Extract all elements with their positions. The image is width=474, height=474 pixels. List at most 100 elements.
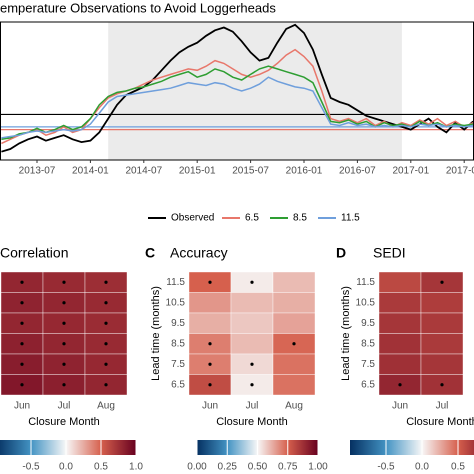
heat-cell (272, 292, 316, 314)
colorbar-tick-label: 0.00 (187, 462, 207, 473)
heat-cell (272, 374, 316, 396)
y-tick-label: 9.5 (171, 318, 185, 329)
y-tick-label: 8.5 (171, 338, 185, 349)
heat-cell (420, 312, 464, 334)
colorbar (350, 440, 474, 455)
panel-title: Accuracy (170, 245, 228, 261)
x-axis-label: Closure Month (28, 416, 100, 428)
x-tick-label: Aug (285, 401, 303, 412)
significance-dot (62, 301, 66, 305)
series-line (1, 76, 474, 139)
y-tick-label: 11.5 (166, 277, 185, 288)
x-tick-label: Jun (202, 401, 218, 412)
significance-dot (20, 321, 24, 325)
significance-dot (20, 362, 24, 366)
significance-dot (62, 362, 66, 366)
colorbar-tick-label: 0.0 (59, 462, 73, 473)
series-line (1, 65, 474, 141)
x-tick-label: 2015-01 (179, 166, 216, 177)
y-axis-label: Lead time (months) (340, 286, 352, 381)
significance-dot (104, 383, 108, 387)
x-axis-label: Closure Month (406, 416, 474, 428)
heat-cell (272, 312, 316, 334)
significance-dot (440, 280, 444, 284)
y-tick-label: 10.5 (166, 297, 186, 308)
significance-dot (62, 342, 66, 346)
colorbar-tick-label: 0.75 (278, 462, 298, 473)
x-tick-label: Jun (14, 401, 30, 412)
y-tick-label: 8.5 (361, 338, 375, 349)
heat-cell (420, 353, 464, 375)
x-axis-label: Closure Month (216, 416, 288, 428)
x-tick-label: Jul (436, 401, 449, 412)
significance-dot (208, 280, 212, 284)
y-tick-label: 6.5 (171, 379, 185, 390)
heat-cell (420, 292, 464, 314)
significance-dot (20, 301, 24, 305)
y-tick-label: 6.5 (361, 379, 375, 390)
panel-title: SEDI (373, 245, 406, 261)
x-tick-label: 2016-07 (339, 166, 376, 177)
y-tick-label: 7.5 (361, 359, 375, 370)
y-axis-label: Lead time (months) (150, 286, 162, 381)
significance-dot (250, 280, 254, 284)
significance-dot (20, 383, 24, 387)
significance-dot (62, 321, 66, 325)
significance-dot (104, 342, 108, 346)
significance-dot (62, 280, 66, 284)
panel-letter: D (336, 245, 346, 261)
panel-title: Correlation (0, 245, 68, 261)
colorbar-tick-label: 0.5 (451, 462, 465, 473)
significance-dot (250, 362, 254, 366)
heat-cell (272, 353, 316, 375)
legend-label: Observed (171, 213, 214, 224)
significance-dot (104, 321, 108, 325)
y-tick-label: 7.5 (171, 359, 185, 370)
y-tick-label: 9.5 (361, 318, 375, 329)
panel-letter: C (145, 245, 155, 261)
significance-dot (20, 280, 24, 284)
significance-dot (208, 362, 212, 366)
colorbar-tick-label: -0.5 (377, 462, 395, 473)
significance-dot (208, 342, 212, 346)
significance-dot (62, 383, 66, 387)
colorbar (0, 440, 136, 455)
heat-cell (378, 333, 422, 355)
significance-dot (292, 342, 296, 346)
colorbar-tick-label: 1.00 (308, 462, 328, 473)
colorbar-tick-label: -0.5 (22, 462, 40, 473)
heat-cell (378, 312, 422, 334)
x-tick-label: Aug (97, 401, 115, 412)
x-tick-label: 2015-07 (232, 166, 269, 177)
significance-dot (104, 280, 108, 284)
colorbar-tick-label: 0.50 (248, 462, 268, 473)
legend-label: 8.5 (293, 213, 307, 224)
significance-dot (440, 383, 444, 387)
heat-cell (272, 271, 316, 293)
heat-cell (230, 292, 274, 314)
x-tick-label: Jun (392, 401, 408, 412)
colorbar-tick-label: 1.0 (129, 462, 143, 473)
significance-dot (398, 383, 402, 387)
heat-cell (378, 292, 422, 314)
x-tick-label: 2014-01 (72, 166, 109, 177)
x-tick-label: Jul (246, 401, 259, 412)
significance-dot (104, 362, 108, 366)
x-tick-label: 2017-07 (446, 166, 474, 177)
heat-cell (378, 271, 422, 293)
x-tick-label: 2014-07 (125, 166, 162, 177)
heat-cell (230, 312, 274, 334)
significance-dot (20, 342, 24, 346)
y-tick-label: 11.5 (356, 277, 375, 288)
legend-label: 6.5 (245, 213, 259, 224)
significance-dot (208, 383, 212, 387)
x-tick-label: 2013-07 (19, 166, 56, 177)
significance-dot (250, 383, 254, 387)
heat-cell (420, 333, 464, 355)
heat-cell (188, 292, 232, 314)
heat-cell (378, 353, 422, 375)
x-tick-label: 2017-01 (392, 166, 429, 177)
x-tick-label: Jul (58, 401, 71, 412)
y-tick-label: 10.5 (356, 297, 376, 308)
